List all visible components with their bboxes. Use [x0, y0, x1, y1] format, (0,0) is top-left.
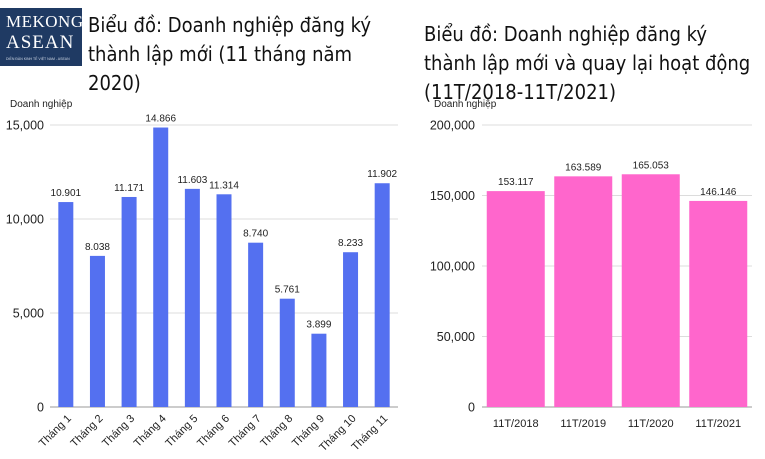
- logo-line2: ASEAN: [6, 32, 75, 53]
- chart1-bar: [121, 196, 137, 407]
- chart2-y-tick-label: 150,000: [430, 189, 475, 203]
- chart1-x-tick-label: Tháng 6: [195, 413, 232, 450]
- chart1-x-tick-label: Tháng 4: [132, 413, 169, 450]
- chart1-x-tick-label: Tháng 3: [100, 413, 137, 450]
- chart1-data-label: 10.901: [51, 188, 82, 199]
- chart2-data-label: 153.117: [498, 177, 534, 188]
- logo-tagline: DIỄN ĐÀN KINH TẾ VIỆT NAM - ASEAN: [6, 57, 70, 61]
- chart1-x-tick-label: Tháng 1: [37, 413, 74, 450]
- chart1-data-label: 5.761: [275, 285, 300, 296]
- chart1-y-tick-label: 0: [37, 401, 44, 415]
- chart2-bar: [486, 191, 545, 407]
- chart1-bar: [248, 242, 264, 407]
- chart2-y-axis-label: Doanh nghiệp: [434, 99, 497, 110]
- chart1-data-label: 11.603: [177, 175, 207, 186]
- chart2-bar: [689, 200, 748, 407]
- chart1-bar: [89, 255, 105, 407]
- chart2-data-label: 146.146: [700, 187, 737, 198]
- chart1-bar: [58, 202, 74, 407]
- chart1-data-label: 14.866: [145, 114, 176, 125]
- mekong-asean-logo: MEKONG ASEAN DIỄN ĐÀN KINH TẾ VIỆT NAM -…: [0, 8, 84, 66]
- chart1-x-tick-label: Tháng 7: [227, 413, 264, 450]
- chart1-data-label: 11.314: [209, 180, 239, 191]
- chart2-bar: [554, 176, 613, 407]
- chart1-bar: [374, 183, 390, 407]
- chart1-bar: [343, 252, 359, 407]
- chart1-data-label: 3.899: [306, 320, 331, 331]
- chart1-data-label: 8.233: [338, 238, 363, 249]
- chart1-data-label: 11.902: [367, 169, 397, 180]
- chart2-y-tick-label: 100,000: [430, 260, 475, 274]
- chart1-data-label: 11.171: [114, 183, 144, 194]
- chart1-x-tick-label: Tháng 2: [69, 413, 106, 450]
- chart1-bar: [184, 188, 200, 407]
- chart2-data-label: 165.053: [633, 160, 670, 171]
- chart1-bar: [153, 127, 169, 408]
- chart1-x-tick-label: Tháng 5: [163, 413, 200, 450]
- chart1-y-tick-label: 10,000: [6, 213, 44, 227]
- logo-line1: MEKONG: [6, 12, 84, 31]
- chart1-y-axis-label: Doanh nghiệp: [10, 99, 73, 110]
- chart2-data-label: 163.589: [565, 162, 602, 173]
- chart-left-title: Biểu đồ: Doanh nghiệp đăng ký thành lập …: [88, 13, 371, 95]
- chart1-bar: [311, 333, 327, 407]
- chart2-x-tick-label: 11T/2018: [493, 418, 539, 430]
- chart-right-title: Biểu đồ: Doanh nghiệp đăng ký thành lập …: [424, 22, 751, 104]
- chart2-y-tick-label: 0: [468, 401, 475, 415]
- chart1-bar: [216, 194, 232, 407]
- chart2-y-tick-label: 200,000: [430, 119, 475, 133]
- chart1-bar: [279, 298, 295, 407]
- chart1-data-label: 8.038: [85, 242, 110, 253]
- chart2-x-tick-label: 11T/2021: [695, 418, 741, 430]
- chart2-x-tick-label: 11T/2019: [560, 418, 606, 430]
- chart1-y-tick-label: 15,000: [6, 119, 44, 133]
- chart2-x-tick-label: 11T/2020: [628, 418, 674, 430]
- chart1-x-tick-label: Tháng 8: [258, 413, 295, 450]
- chart2-bar: [621, 174, 680, 407]
- chart1-data-label: 8.740: [243, 229, 268, 240]
- chart1-y-tick-label: 5,000: [13, 307, 44, 321]
- chart2-y-tick-label: 50,000: [437, 330, 475, 344]
